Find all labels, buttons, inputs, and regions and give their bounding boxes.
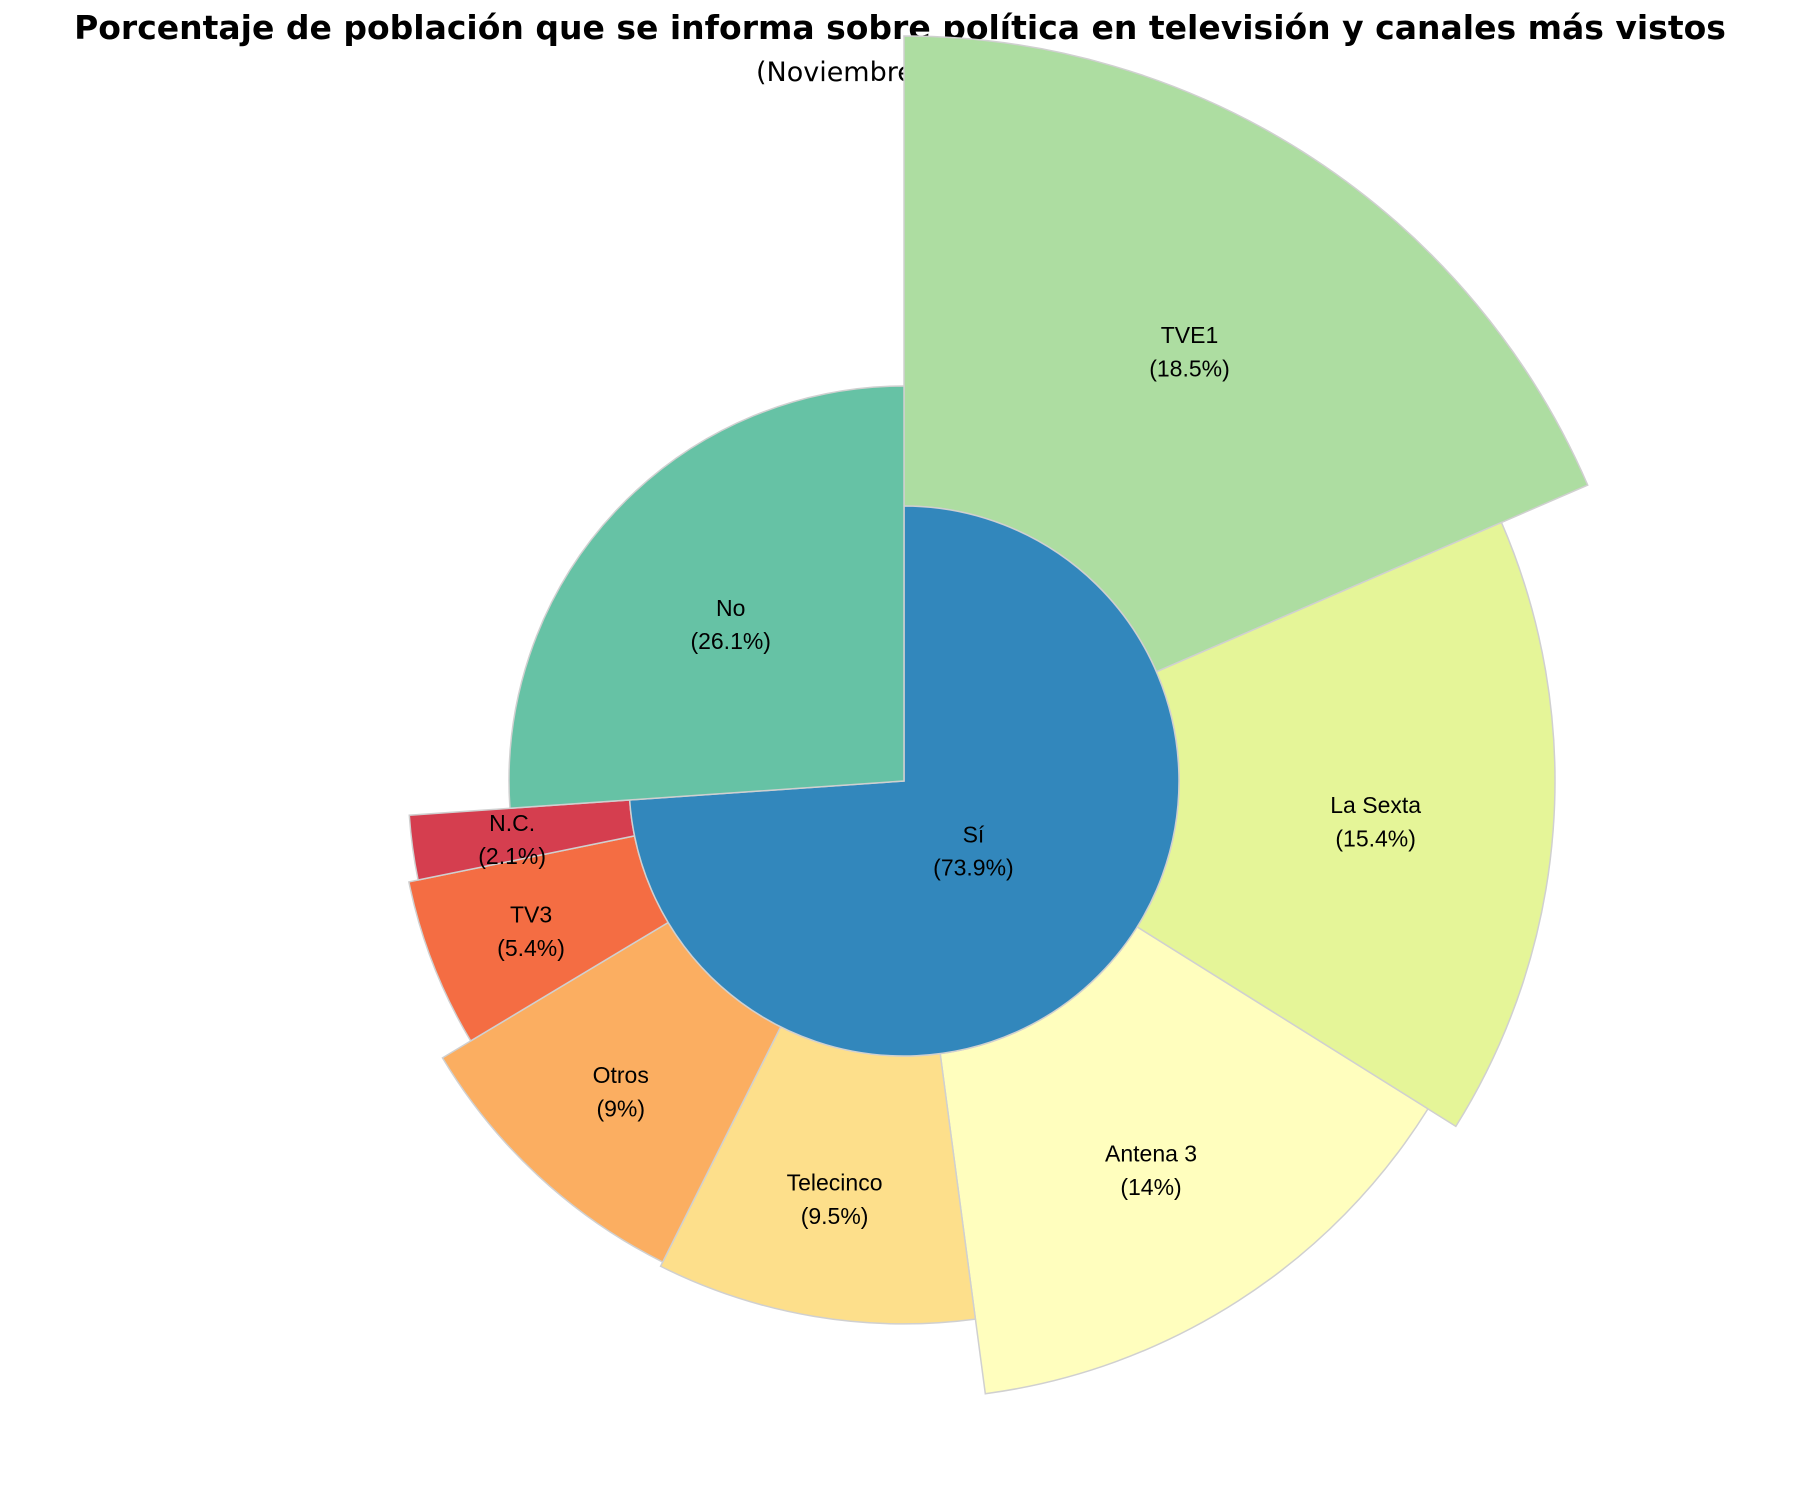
outer-ring bbox=[407, 35, 1589, 1395]
slice-labels: TVE1 (18.5%) La Sexta (15.4%) Antena 3 (14%) T… bbox=[478, 322, 1421, 1229]
label-tve1: TVE1 (18.5%) bbox=[1149, 322, 1230, 381]
label-la-sexta: La Sexta (15.4%) bbox=[1330, 792, 1421, 851]
label-otros: Otros (9%) bbox=[593, 1062, 649, 1121]
label-telecinco: Telecinco (9.5%) bbox=[787, 1170, 883, 1229]
label-si: Sí (73.9%) bbox=[933, 821, 1014, 880]
label-antena-3: Antena 3 (14%) bbox=[1105, 1140, 1197, 1199]
label-n-c: N.C. (2.1%) bbox=[478, 810, 546, 869]
inner-ring bbox=[508, 385, 1180, 1057]
slice-no bbox=[508, 385, 905, 810]
label-tv3: TV3 (5.4%) bbox=[497, 902, 565, 961]
chart-title: Porcentaje de población que se informa s… bbox=[74, 8, 1726, 47]
label-no: No (26.1%) bbox=[690, 595, 771, 654]
